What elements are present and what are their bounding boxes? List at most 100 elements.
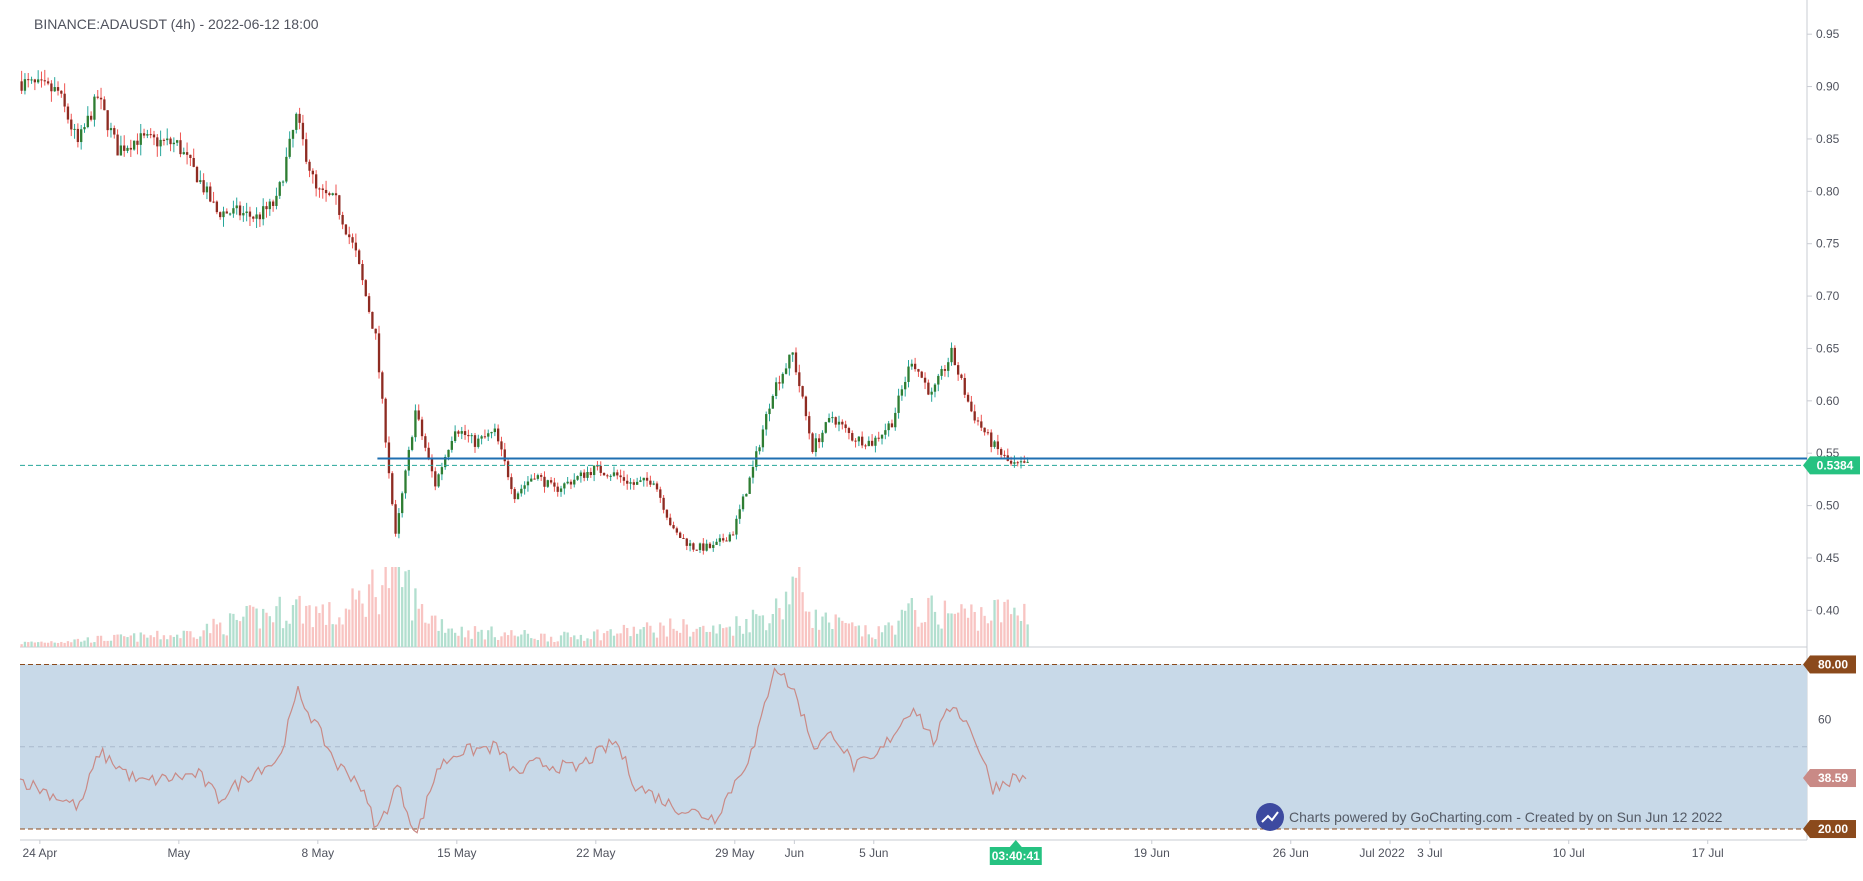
volume-bar: [824, 612, 827, 647]
candle-body: [113, 128, 116, 135]
candle-body: [1000, 449, 1003, 455]
candle-body: [705, 543, 708, 551]
volume-bar: [46, 642, 50, 647]
candle-body: [348, 234, 351, 238]
volume-bar: [536, 640, 540, 647]
volume-bar: [510, 630, 513, 647]
candle-body: [96, 96, 99, 98]
volume-bar: [718, 624, 722, 647]
candle-body: [788, 354, 791, 369]
candle-body: [235, 205, 238, 209]
candle-body: [761, 429, 765, 448]
rsi-upper-badge-arrow: [1803, 655, 1810, 674]
volume-bar: [185, 630, 189, 647]
candle-body: [496, 428, 500, 442]
candle-body: [996, 441, 1000, 450]
volume-bar: [523, 630, 526, 647]
candle-body: [185, 152, 189, 155]
candle-body: [675, 528, 679, 533]
volume-bar: [311, 627, 314, 647]
candle-body: [354, 242, 358, 251]
candle-body: [50, 83, 53, 92]
candle-body: [530, 478, 533, 482]
volume-bar: [381, 585, 384, 647]
candle-body: [477, 438, 480, 447]
volume-bar: [199, 636, 202, 647]
volume-bar: [152, 637, 156, 647]
candle-body: [520, 488, 523, 494]
price-tick-label: 0.60: [1816, 394, 1840, 408]
candle-body: [430, 458, 434, 472]
candle-body: [126, 147, 129, 151]
volume-bar: [751, 609, 755, 647]
price-tick-label: 0.65: [1816, 341, 1840, 355]
candle-body: [947, 362, 950, 371]
volume-bar: [516, 636, 520, 647]
volume-bar: [430, 615, 434, 647]
volume-bar: [645, 622, 649, 647]
volume-bar: [837, 617, 841, 647]
candle-body: [712, 544, 715, 548]
volume-bar: [192, 637, 195, 647]
chart-title: BINANCE:ADAUSDT (4h) - 2022-06-12 18:00: [34, 16, 319, 32]
volume-bar: [420, 604, 424, 647]
volume-bar: [791, 576, 794, 647]
volume-bar: [556, 641, 559, 647]
candle-body: [351, 237, 354, 243]
volume-bar: [735, 616, 738, 647]
candle-body: [685, 538, 688, 546]
volume-bar: [894, 634, 897, 647]
candle-body: [801, 386, 804, 397]
volume-bar: [784, 591, 788, 647]
volume-bar: [884, 625, 887, 647]
candle-body: [364, 280, 367, 297]
volume-bar: [132, 633, 136, 647]
volume-bar: [976, 630, 980, 647]
volume-bar: [252, 606, 255, 647]
candle-body: [576, 476, 579, 480]
volume-bar: [248, 605, 252, 647]
volume-bar: [278, 596, 281, 647]
volume-bar: [920, 622, 923, 647]
volume-bar: [890, 625, 894, 647]
candle-body: [748, 477, 751, 494]
candle-body: [500, 441, 503, 450]
volume-bar: [397, 567, 401, 647]
candle-body: [867, 440, 870, 447]
volume-bar: [973, 611, 976, 647]
volume-bar: [669, 618, 672, 647]
volume-bar: [867, 634, 870, 647]
candle-body: [76, 128, 80, 143]
candle-body: [414, 410, 417, 438]
price-tick-label: 0.75: [1816, 237, 1840, 251]
candle-body: [622, 477, 626, 481]
candle-body: [606, 475, 609, 477]
candle-body: [305, 139, 308, 162]
volume-bar: [281, 628, 285, 647]
candle-body: [265, 206, 268, 210]
volume-bar: [546, 641, 549, 647]
candle-body: [37, 79, 40, 83]
candle-body: [166, 138, 169, 141]
candle-body: [275, 195, 278, 206]
volume-bar: [66, 641, 70, 647]
candle-body: [129, 147, 132, 150]
volume-bar: [857, 625, 861, 647]
candle-body: [731, 534, 735, 536]
candle-body: [331, 193, 334, 196]
candle-body: [698, 543, 702, 551]
candle-body: [460, 431, 463, 434]
volume-bar: [910, 598, 913, 647]
volume-bar: [573, 635, 576, 647]
candle-body: [725, 540, 728, 542]
volume-bar: [943, 600, 947, 647]
candle-body: [334, 193, 338, 196]
candle-body: [956, 365, 960, 375]
volume-bar: [50, 641, 53, 647]
volume-bar: [179, 638, 182, 647]
volume-bar: [1009, 614, 1013, 647]
volume-bar: [63, 642, 66, 647]
candle-body: [586, 471, 589, 478]
